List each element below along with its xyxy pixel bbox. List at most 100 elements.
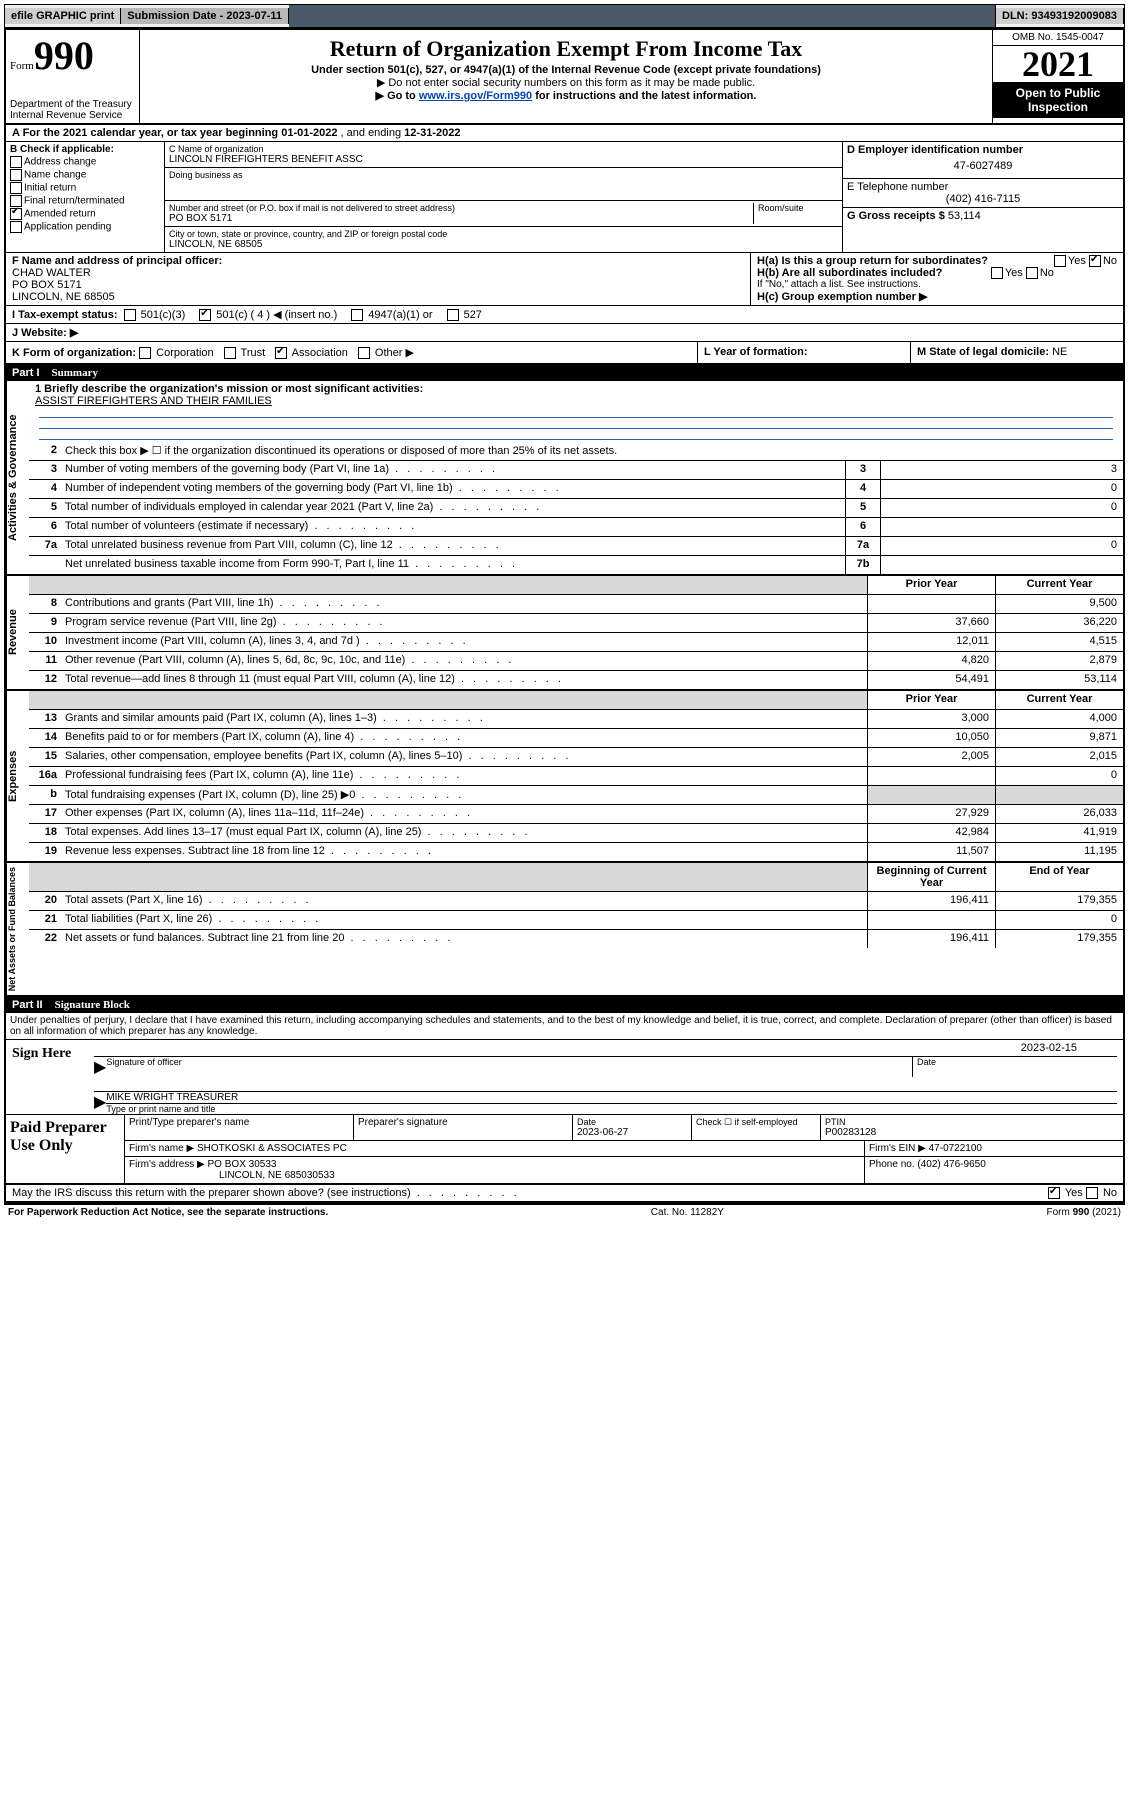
ptin-lbl: PTIN xyxy=(825,1117,1119,1127)
tax-status-checkbox[interactable] xyxy=(351,309,363,321)
firm-addr2: LINCOLN, NE 685030533 xyxy=(129,1170,860,1181)
firm-name: SHOTKOSKI & ASSOCIATES PC xyxy=(197,1143,347,1154)
ha-lbl: H(a) Is this a group return for subordin… xyxy=(757,255,988,267)
ha-no-box[interactable] xyxy=(1089,255,1101,267)
form-subtitle: Under section 501(c), 527, or 4947(a)(1)… xyxy=(160,64,972,76)
cell-prior: 37,660 xyxy=(867,614,995,632)
box-b-checkbox[interactable] xyxy=(10,221,22,233)
officer-addr1: PO BOX 5171 xyxy=(12,279,744,291)
prep-selfemp: Check ☐ if self-employed xyxy=(692,1115,821,1140)
ha-row: H(a) Is this a group return for subordin… xyxy=(757,255,1117,267)
firm-phone-lbl: Phone no. xyxy=(869,1159,917,1170)
city-val: LINCOLN, NE 68505 xyxy=(169,239,838,250)
mission-lbl: 1 Briefly describe the organization's mi… xyxy=(35,383,1117,395)
addr-row: Number and street (or P.O. box if mail i… xyxy=(165,201,842,227)
row-num: 2 xyxy=(29,442,61,460)
city-row: City or town, state or province, country… xyxy=(165,227,842,252)
hdr-spacer xyxy=(29,863,61,891)
org-name: LINCOLN FIREFIGHTERS BENEFIT ASSC xyxy=(169,154,838,165)
top-bar: efile GRAPHIC print Submission Date - 20… xyxy=(4,4,1125,28)
cell-current: 2,879 xyxy=(995,652,1123,670)
row-desc: Number of voting members of the governin… xyxy=(61,461,845,479)
table-row: 3Number of voting members of the governi… xyxy=(29,461,1123,480)
tax-status-checkbox[interactable] xyxy=(124,309,136,321)
cell-prior: 42,984 xyxy=(867,824,995,842)
row-l: L Year of formation: xyxy=(697,342,910,363)
box-b-item: Amended return xyxy=(10,208,160,220)
cell-current: 4,000 xyxy=(995,710,1123,728)
row-desc: Number of independent voting members of … xyxy=(61,480,845,498)
cell-current: 9,500 xyxy=(995,595,1123,613)
box-b-checkbox[interactable] xyxy=(10,208,22,220)
l-lbl: L Year of formation: xyxy=(704,346,808,358)
hdr-spacer xyxy=(61,576,867,594)
period-begin: 01-01-2022 xyxy=(281,127,337,139)
footer-right-post: (2021) xyxy=(1089,1207,1121,1218)
box-b-checkbox[interactable] xyxy=(10,156,22,168)
box-b-label: Address change xyxy=(24,157,96,168)
sign-fields: 2023-02-15 ▶ Signature of officer Date ▶… xyxy=(88,1040,1123,1114)
firm-addr-row: Firm's address ▶ PO BOX 30533 LINCOLN, N… xyxy=(125,1157,1123,1183)
cell-prior: 2,005 xyxy=(867,748,995,766)
org-form-checkbox[interactable] xyxy=(139,347,151,359)
col-prior: Prior Year xyxy=(867,576,995,594)
prep-date-val: 2023-06-27 xyxy=(577,1127,687,1138)
prep-date-lbl: Date xyxy=(577,1117,687,1127)
rev-rows: Prior YearCurrent Year8Contributions and… xyxy=(29,576,1123,689)
org-form-checkbox[interactable] xyxy=(275,347,287,359)
line-a-mid: , and ending xyxy=(341,127,405,139)
cell-prior: 12,011 xyxy=(867,633,995,651)
tax-status-checkbox[interactable] xyxy=(447,309,459,321)
row-desc: Salaries, other compensation, employee b… xyxy=(61,748,867,766)
cell-current: 53,114 xyxy=(995,671,1123,689)
cell-current: 179,355 xyxy=(995,892,1123,910)
row-num: 3 xyxy=(29,461,61,479)
tax-status-checkbox[interactable] xyxy=(199,309,211,321)
firm-phone: (402) 476-9650 xyxy=(917,1159,985,1170)
box-b-checkbox[interactable] xyxy=(10,169,22,181)
row-desc: Total expenses. Add lines 13–17 (must eq… xyxy=(61,824,867,842)
hb-no: No xyxy=(1040,267,1054,279)
row-num: 22 xyxy=(29,930,61,948)
hb-row: H(b) Are all subordinates included? Yes … xyxy=(757,267,1117,279)
org-form-checkbox[interactable] xyxy=(224,347,236,359)
row-val xyxy=(880,518,1123,536)
open-to-public: Open to Public Inspection xyxy=(993,82,1123,118)
box-b-checkbox[interactable] xyxy=(10,182,22,194)
table-row: 17Other expenses (Part IX, column (A), l… xyxy=(29,805,1123,824)
goto-link[interactable]: www.irs.gov/Form990 xyxy=(419,90,532,102)
row-num xyxy=(29,556,61,574)
exp-rows: Prior YearCurrent Year13Grants and simil… xyxy=(29,691,1123,861)
submission-date: Submission Date - 2023-07-11 xyxy=(121,8,289,24)
paid-preparer-block: Paid Preparer Use Only Print/Type prepar… xyxy=(6,1115,1123,1185)
cell-prior: 3,000 xyxy=(867,710,995,728)
row-num: 16a xyxy=(29,767,61,785)
cell-current: 0 xyxy=(995,911,1123,929)
tax-status-option: 501(c)(3) xyxy=(124,309,186,321)
gov-rows: 1 Briefly describe the organization's mi… xyxy=(29,381,1123,574)
form-warning: ▶ Do not enter social security numbers o… xyxy=(160,76,972,89)
table-row: bTotal fundraising expenses (Part IX, co… xyxy=(29,786,1123,805)
dba-lbl: Doing business as xyxy=(169,170,838,180)
hb-yes-box[interactable] xyxy=(991,267,1003,279)
col-current: Current Year xyxy=(995,691,1123,709)
row-num: 19 xyxy=(29,843,61,861)
mission-line-1 xyxy=(39,407,1113,418)
officer-name: CHAD WALTER xyxy=(12,267,744,279)
discuss-no-box[interactable] xyxy=(1086,1187,1098,1199)
footer-right: Form 990 (2021) xyxy=(1047,1207,1121,1218)
part-ii-header: Part II Signature Block xyxy=(6,997,1123,1013)
discuss-yes-box[interactable] xyxy=(1048,1187,1060,1199)
tax-status-option: 4947(a)(1) or xyxy=(351,309,432,321)
ha-yes-box[interactable] xyxy=(1054,255,1066,267)
org-form-checkbox[interactable] xyxy=(358,347,370,359)
table-row: 2Check this box ▶ ☐ if the organization … xyxy=(29,442,1123,461)
line-a: A For the 2021 calendar year, or tax yea… xyxy=(6,125,1123,142)
row-desc: Professional fundraising fees (Part IX, … xyxy=(61,767,867,785)
box-b-label: Initial return xyxy=(24,183,76,194)
ein-val: 47-6027489 xyxy=(847,156,1119,176)
org-form-option: Other ▶ xyxy=(358,347,414,359)
table-row: 6Total number of volunteers (estimate if… xyxy=(29,518,1123,537)
discuss-row: May the IRS discuss this return with the… xyxy=(6,1185,1123,1203)
hb-no-box[interactable] xyxy=(1026,267,1038,279)
